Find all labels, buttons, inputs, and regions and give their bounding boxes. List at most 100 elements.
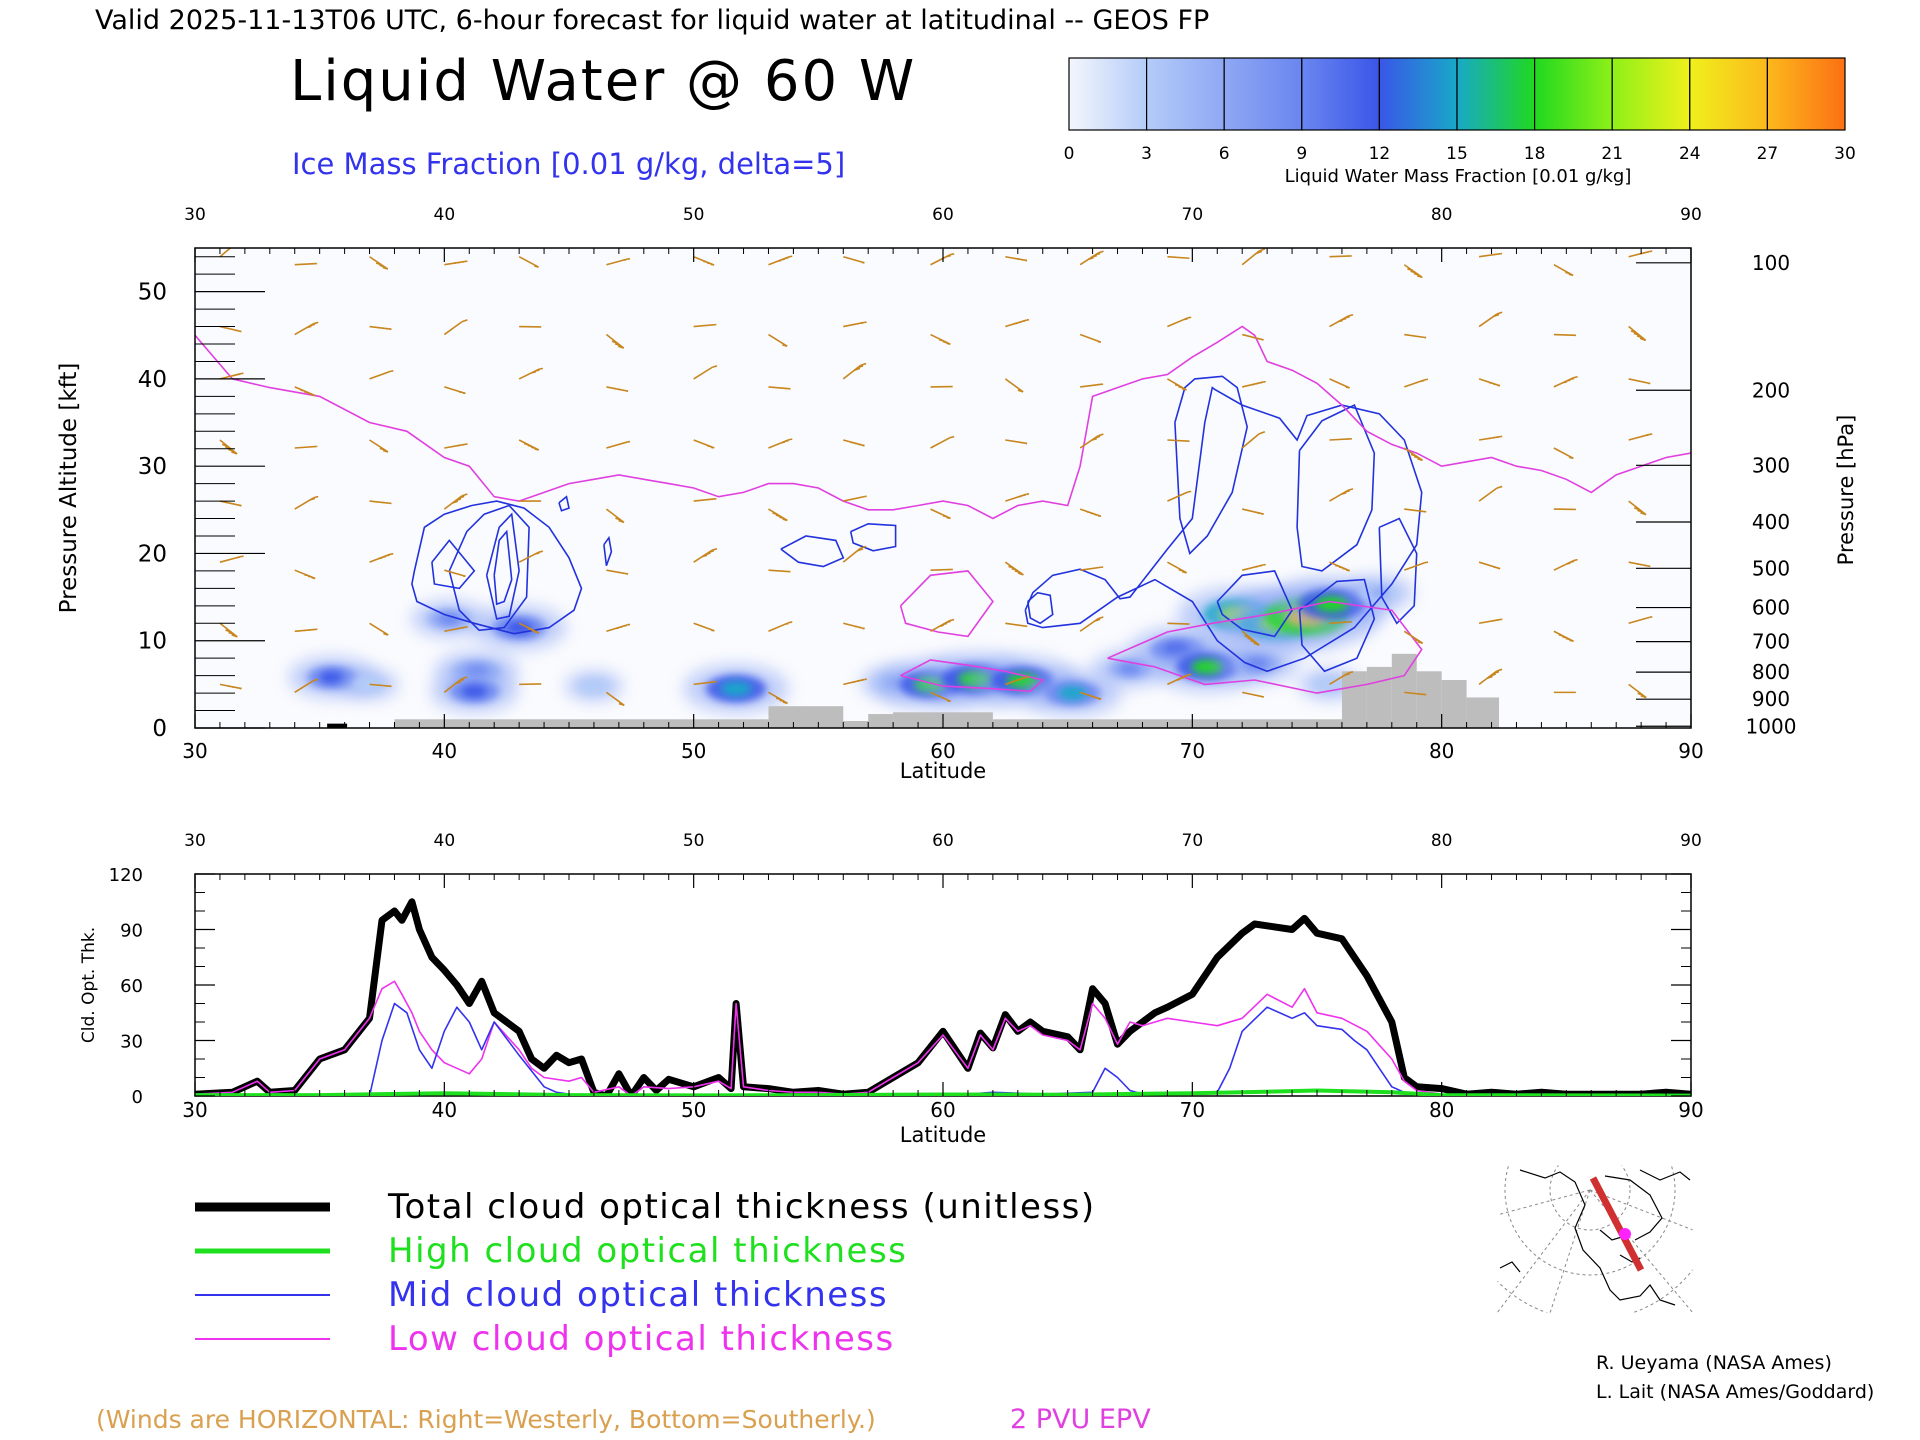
terrain-block xyxy=(868,714,894,728)
y-tick-label: 0 xyxy=(132,1087,143,1108)
wind-barb xyxy=(443,676,468,693)
x-tick-label: 70 xyxy=(1180,1098,1205,1122)
subtitle: Ice Mass Fraction [0.01 g/kg, delta=5] xyxy=(292,147,845,181)
ice-contour xyxy=(485,512,520,620)
wind-barb xyxy=(1553,333,1576,337)
colorbar-swatch-4 xyxy=(1378,57,1458,131)
liquid-water-core xyxy=(438,613,461,625)
colorbar-swatch-7 xyxy=(1611,57,1691,131)
y-tick-label: 40 xyxy=(138,367,167,393)
colorbar-swatch-2 xyxy=(1223,57,1303,131)
wind-barb xyxy=(369,256,389,270)
wind-barb xyxy=(294,678,319,694)
wind-barb xyxy=(768,569,791,573)
location-marker xyxy=(1619,1228,1631,1240)
wind-barb xyxy=(768,386,791,390)
wind-barb xyxy=(1005,493,1030,502)
wind-barb xyxy=(1167,255,1190,260)
wind-barb xyxy=(930,691,951,703)
wind-barb xyxy=(369,325,392,331)
wind-barb xyxy=(1241,630,1260,646)
wind-barb xyxy=(1478,311,1503,328)
pressure-tick-label: 900 xyxy=(1752,687,1790,711)
wind-barb xyxy=(843,321,867,328)
x-tick-label: 60 xyxy=(930,1098,955,1122)
wind-barb xyxy=(1628,433,1653,441)
wind-barb xyxy=(842,545,867,563)
wind-barb xyxy=(693,323,717,328)
wind-barb xyxy=(606,569,629,575)
wind-barb xyxy=(768,333,788,347)
wind-barb xyxy=(1478,561,1501,570)
wind-barb xyxy=(369,500,392,505)
wind-barb xyxy=(1404,508,1427,513)
colorbar-tick-label: 12 xyxy=(1369,144,1391,164)
terrain-block xyxy=(1416,671,1442,728)
wind-barb xyxy=(606,257,631,266)
cross-section-track xyxy=(1589,1176,1645,1272)
wind-barb xyxy=(444,386,466,395)
epv-contour xyxy=(1107,600,1423,694)
ice-contour xyxy=(1174,375,1249,556)
wind-barb xyxy=(369,370,394,380)
wind-barb xyxy=(1329,561,1351,572)
y-tick-label: 90 xyxy=(120,921,143,942)
wind-barb xyxy=(606,440,631,449)
wind-barb xyxy=(443,493,468,510)
wind-barb xyxy=(518,550,544,563)
credit-ueyama: R. Ueyama (NASA Ames) xyxy=(1596,1352,1832,1374)
ice-contour xyxy=(448,504,530,632)
cross-section-axes: 3030404050506060707080809090010203040501… xyxy=(138,205,1797,763)
wind-barb xyxy=(930,435,955,449)
wind-barb xyxy=(768,508,788,522)
epv-contour xyxy=(900,659,1045,693)
wind-barb xyxy=(1079,691,1102,700)
wind-barb xyxy=(294,262,318,266)
y-tick-label: 120 xyxy=(109,865,143,886)
wind-barb xyxy=(1403,630,1424,645)
wind-barb xyxy=(369,552,394,563)
wind-barb xyxy=(1329,620,1353,625)
wind-barb xyxy=(1553,264,1574,277)
wind-barb xyxy=(1242,508,1264,515)
x-tick-label: 90 xyxy=(1678,1098,1703,1122)
wind-barb xyxy=(843,678,867,686)
pvu-note: 2 PVU EPV xyxy=(1010,1404,1151,1435)
ice-contour xyxy=(1027,591,1054,625)
wind-barb xyxy=(1478,485,1503,502)
wind-barb xyxy=(1478,668,1503,686)
x-tick-label-top: 80 xyxy=(1431,831,1453,851)
optical-thickness-plot: 30 30 40 40 50 50 60 60 70 70 80 80 90 90 0 30 60 90 120 L… xyxy=(79,831,1704,1147)
pressure-tick-label: 500 xyxy=(1752,556,1790,580)
wind-barb xyxy=(1329,488,1354,502)
wind-barb xyxy=(930,508,951,520)
inset-map xyxy=(1496,1164,1694,1314)
terrain-block xyxy=(327,723,348,728)
ice-contour xyxy=(1024,386,1423,673)
terrain-block xyxy=(394,719,420,728)
wind-barb xyxy=(1404,378,1429,388)
ice-contour xyxy=(1296,404,1376,572)
wind-barb xyxy=(369,439,389,453)
legend-label: Total cloud optical thickness (unitless) xyxy=(387,1187,1096,1227)
ice-contour xyxy=(493,529,513,606)
pressure-tick-label: 800 xyxy=(1752,660,1790,684)
x-tick-label-top: 70 xyxy=(1182,831,1204,851)
terrain-block xyxy=(1167,719,1342,728)
wind-barb xyxy=(605,508,625,524)
pressure-tick-label: 1000 xyxy=(1746,714,1797,738)
wind-barb xyxy=(1167,622,1190,625)
pressure-tick-label: 600 xyxy=(1752,596,1790,620)
colorbar-swatch-5 xyxy=(1456,57,1536,131)
wind-barb xyxy=(1080,383,1104,388)
epv-line xyxy=(195,325,1691,520)
wind-barb xyxy=(294,445,318,449)
wind-barb xyxy=(1242,380,1266,388)
colorbar: 0 3 6 9 12 15 18 21 24 27 30 Liquid Water Mass Fra… xyxy=(1064,57,1856,187)
wind-barb xyxy=(1553,630,1574,643)
x-tick-label: 50 xyxy=(681,739,706,763)
wind-barb xyxy=(369,622,389,636)
ice-contour xyxy=(431,539,476,590)
x-tick-label: 50 xyxy=(681,1098,706,1122)
wind-barb xyxy=(1005,622,1028,628)
